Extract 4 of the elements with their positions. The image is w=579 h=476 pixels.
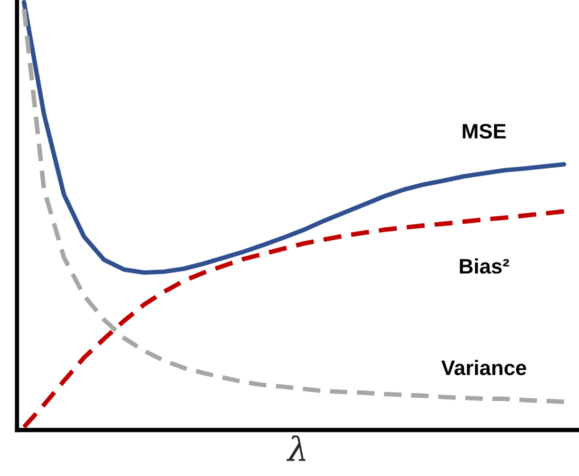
series-label: Bias² <box>460 258 510 274</box>
series-label: Variance <box>441 360 526 376</box>
x-axis-title: λ <box>286 435 306 461</box>
series-label: MSE <box>462 124 506 139</box>
